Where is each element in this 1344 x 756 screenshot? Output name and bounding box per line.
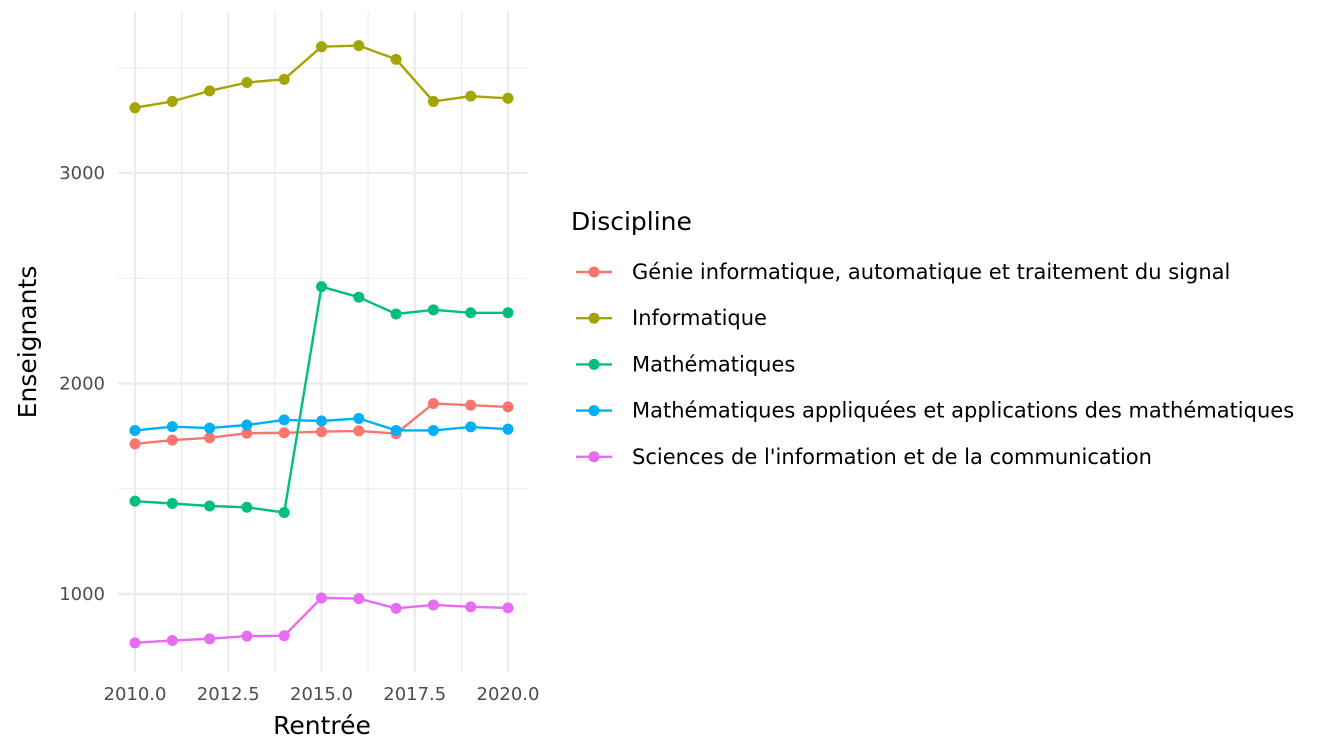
legend-item: Informatique (576, 306, 767, 330)
data-point (204, 633, 216, 645)
grid (118, 12, 527, 672)
data-point (502, 92, 514, 104)
series-group (129, 412, 514, 436)
data-point (353, 593, 365, 605)
data-point (166, 421, 178, 433)
data-point (316, 592, 327, 604)
series-group (129, 281, 514, 519)
data-point (241, 76, 253, 88)
data-point (241, 419, 253, 431)
data-point (390, 53, 402, 65)
x-tick-label: 2015.0 (290, 684, 353, 705)
y-axis-title: Enseignants (13, 266, 42, 419)
data-point (316, 426, 327, 438)
data-point (427, 424, 439, 436)
legend-item: Génie informatique, automatique et trait… (576, 260, 1230, 284)
data-point (129, 438, 141, 450)
data-point (241, 501, 253, 513)
data-point (353, 40, 365, 52)
data-point (390, 424, 402, 436)
data-point (129, 424, 141, 436)
data-point (502, 423, 514, 435)
data-point (427, 95, 439, 107)
data-point (129, 495, 141, 507)
data-point (278, 630, 290, 642)
series-group (129, 397, 514, 450)
y-tick-label: 2000 (59, 374, 105, 395)
legend-key-point (588, 405, 600, 417)
data-point (166, 497, 178, 509)
legend-label: Génie informatique, automatique et trait… (632, 260, 1230, 284)
y-tick-label: 1000 (59, 584, 105, 605)
data-point (390, 602, 402, 614)
series-lines (129, 40, 514, 649)
axis-ticks: 2010.0 2012.5 2015.0 2017.5 2020.0 1000 2000 30… (59, 163, 539, 705)
data-point (166, 434, 178, 446)
legend-label: Mathématiques appliquées et applications… (632, 399, 1294, 423)
legend-item: Sciences de l'information et de la commu… (576, 445, 1152, 469)
data-point (204, 85, 216, 97)
series-group (129, 40, 514, 114)
data-point (278, 73, 290, 85)
legend-label: Informatique (632, 306, 767, 330)
data-point (316, 281, 327, 293)
x-axis-title: Rentrée (273, 711, 371, 740)
data-point (129, 102, 141, 114)
data-point (129, 637, 141, 649)
data-point (241, 630, 253, 642)
x-tick-label: 2010.0 (104, 684, 167, 705)
legend-key-point (588, 451, 600, 463)
legend-title: Discipline (571, 207, 692, 236)
legend-label: Sciences de l'information et de la commu… (632, 445, 1152, 469)
data-point (465, 90, 477, 102)
legend-item: Mathématiques (576, 352, 795, 376)
data-point (427, 397, 439, 409)
series-group (129, 592, 514, 649)
data-point (316, 41, 327, 53)
data-point (502, 602, 514, 614)
data-point (502, 401, 514, 413)
data-point (502, 307, 514, 319)
data-point (353, 412, 365, 424)
data-point (166, 95, 178, 107)
data-point (353, 425, 365, 437)
data-point (465, 307, 477, 319)
data-point (353, 291, 365, 303)
legend: Discipline Génie informatique, automatiq… (571, 207, 1294, 469)
y-tick-label: 3000 (59, 163, 105, 184)
legend-key-point (588, 312, 600, 324)
legend-item: Mathématiques appliquées et applications… (576, 399, 1294, 423)
x-tick-label: 2020.0 (477, 684, 540, 705)
data-point (166, 635, 178, 647)
data-point (241, 427, 253, 439)
legend-key-point (588, 358, 600, 370)
data-point (427, 304, 439, 316)
data-point (465, 399, 477, 411)
data-point (427, 599, 439, 611)
legend-key-point (588, 266, 600, 278)
data-point (278, 414, 290, 426)
data-point (278, 427, 290, 439)
legend-label: Mathématiques (632, 352, 795, 376)
data-point (204, 422, 216, 434)
x-tick-label: 2012.5 (197, 684, 260, 705)
data-point (316, 415, 327, 427)
x-tick-label: 2017.5 (383, 684, 446, 705)
data-point (204, 432, 216, 444)
data-point (465, 601, 477, 613)
data-point (204, 500, 216, 512)
data-point (278, 507, 290, 519)
data-point (390, 308, 402, 320)
data-point (465, 421, 477, 433)
